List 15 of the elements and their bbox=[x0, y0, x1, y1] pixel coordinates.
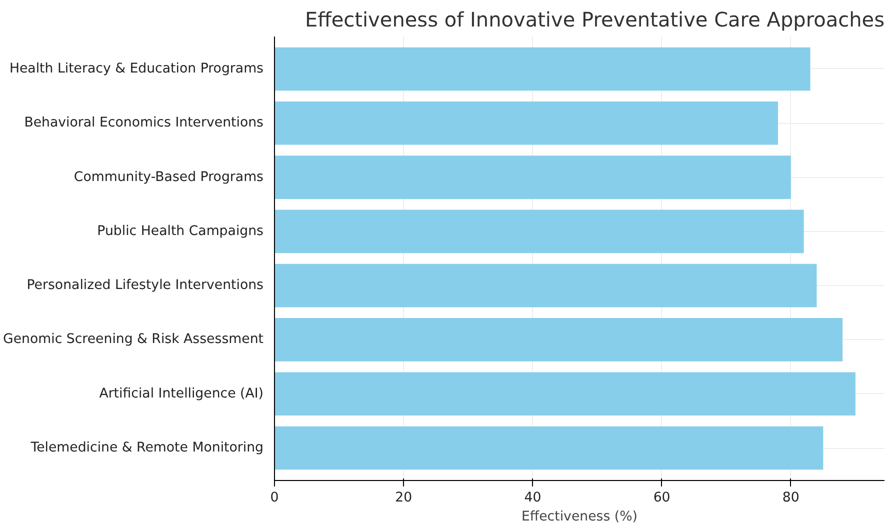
x-tick-label: 80 bbox=[782, 490, 800, 506]
y-tick-label: Artificial Intelligence (AI) bbox=[99, 386, 264, 402]
x-tick-label: 60 bbox=[653, 490, 670, 506]
y-tick-label: Public Health Campaigns bbox=[97, 224, 264, 239]
y-tick-label: Community-Based Programs bbox=[74, 170, 264, 185]
x-axis-title: Effectiveness (%) bbox=[522, 510, 638, 524]
y-tick-label: Personalized Lifestyle Interventions bbox=[26, 278, 264, 294]
y-tick-label: Genomic Screening & Risk Assessment bbox=[3, 332, 264, 348]
y-tick-label: Behavioral Economics Interventions bbox=[24, 116, 264, 131]
y-tick-label: Health Literacy & Education Programs bbox=[9, 61, 264, 76]
x-tick-label: 20 bbox=[395, 490, 412, 506]
chart-title: Effectiveness of Innovative Preventative Care Approaches bbox=[304, 8, 884, 32]
y-tick-label: Telemedicine & Remote Monitoring bbox=[30, 440, 264, 456]
x-tick-label: 0 bbox=[270, 490, 279, 506]
x-tick-label: 40 bbox=[524, 490, 542, 506]
